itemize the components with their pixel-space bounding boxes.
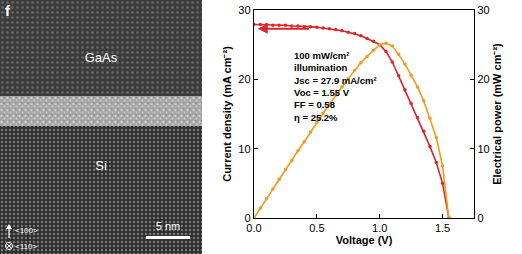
svg-text:<110>: <110> xyxy=(15,242,37,251)
svg-text:Current density (mA cm⁻²): Current density (mA cm⁻²) xyxy=(221,46,233,182)
svg-text:1.0: 1.0 xyxy=(372,222,387,234)
svg-text:0: 0 xyxy=(477,212,483,224)
svg-text:10: 10 xyxy=(238,143,250,155)
svg-text:0.0: 0.0 xyxy=(246,222,261,234)
svg-text:10: 10 xyxy=(477,143,489,155)
svg-text:0: 0 xyxy=(244,212,250,224)
svg-text:<100>: <100> xyxy=(15,226,38,235)
svg-text:1.5: 1.5 xyxy=(435,222,450,234)
svg-text:30: 30 xyxy=(238,4,250,16)
svg-text:Si: Si xyxy=(95,158,107,173)
svg-text:f: f xyxy=(5,2,11,19)
svg-text:Electrical power (mW cm⁻²): Electrical power (mW cm⁻²) xyxy=(491,43,503,185)
svg-text:20: 20 xyxy=(238,73,250,85)
svg-text:30: 30 xyxy=(477,4,489,16)
svg-text:100 mW/cm²illuminationJsc = 27: 100 mW/cm²illuminationJsc = 27.9 mA/cm²V… xyxy=(294,50,377,123)
svg-text:20: 20 xyxy=(477,73,489,85)
svg-text:Voltage (V): Voltage (V) xyxy=(336,234,393,246)
svg-text:0.5: 0.5 xyxy=(309,222,324,234)
svg-text:GaAs: GaAs xyxy=(85,50,118,65)
svg-text:5 nm: 5 nm xyxy=(156,220,180,232)
